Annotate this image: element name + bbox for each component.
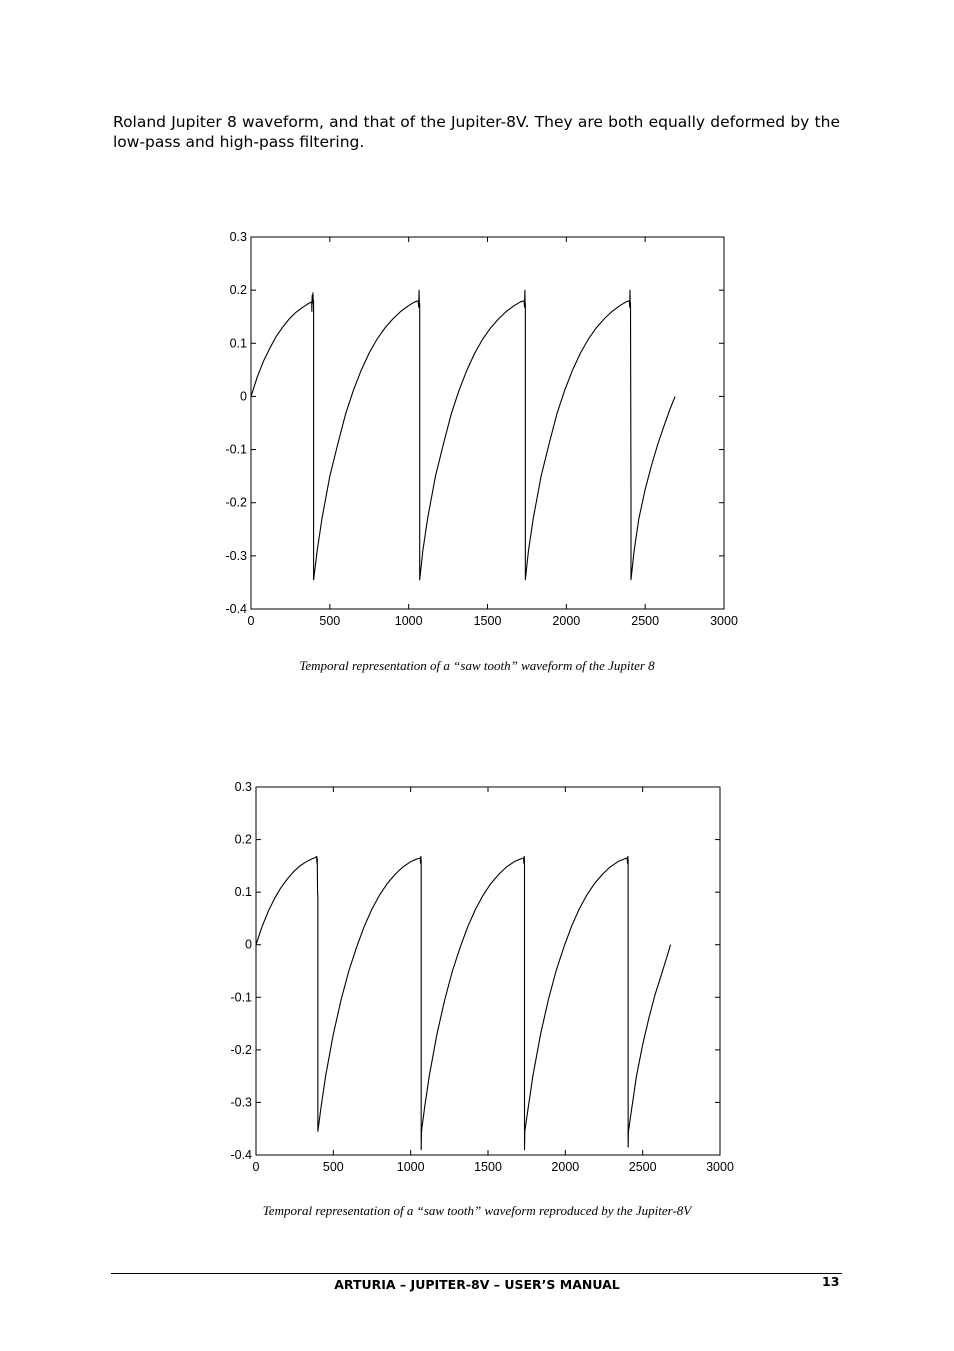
y-tick-label: 0.3: [230, 230, 247, 244]
y-tick-label: -0.4: [230, 1148, 252, 1162]
y-tick-label: -0.3: [230, 1095, 252, 1109]
x-tick-label: 500: [323, 1160, 344, 1174]
chart-jupiter-8v: 0 500 1000 1500 2000 2500 3000 0.3 0.2 0.1 0 -0.1 -0…: [230, 780, 734, 1174]
y-tick-label: 0: [245, 938, 252, 952]
y-tick-label: -0.4: [225, 602, 247, 616]
y-tick-label: 0.3: [235, 780, 252, 794]
x-tick-label: 0: [253, 1160, 260, 1174]
y-tick-label: -0.1: [230, 990, 252, 1004]
x-tick-label: 500: [319, 614, 340, 628]
x-tick-label: 3000: [710, 614, 738, 628]
caption-jupiter-8v: Temporal representation of a “saw tooth”…: [262, 1203, 692, 1218]
y-tick-label: -0.2: [225, 496, 247, 510]
y-tick-label: 0.1: [235, 885, 252, 899]
intro-paragraph: Roland Jupiter 8 waveform, and that of t…: [113, 113, 840, 151]
x-tick-label: 3000: [706, 1160, 734, 1174]
x-tick-label: 0: [248, 614, 255, 628]
y-tick-label: 0: [240, 389, 247, 403]
footer-rule: [111, 1273, 842, 1274]
page-number: 13: [822, 1274, 840, 1289]
plot-frame: [255, 786, 721, 1156]
y-tick-label: -0.3: [225, 549, 247, 563]
series-line: [255, 855, 672, 1151]
x-tick-label: 2500: [629, 1160, 657, 1174]
x-tick-label: 1500: [474, 614, 502, 628]
x-tick-label: 1000: [397, 1160, 425, 1174]
x-tick-label: 2000: [552, 614, 580, 628]
y-tick-label: 0.1: [230, 336, 247, 350]
caption-jupiter-8: Temporal representation of a “saw tooth”…: [299, 658, 655, 673]
x-tick-label: 2000: [551, 1160, 579, 1174]
y-tick-label: 0.2: [230, 283, 247, 297]
y-tick-label: -0.1: [225, 443, 247, 457]
series-line: [250, 289, 676, 581]
y-tick-label: -0.2: [230, 1043, 252, 1057]
x-tick-label: 1000: [395, 614, 423, 628]
y-tick-label: 0.2: [235, 833, 252, 847]
chart-jupiter-8: 0 500 1000 1500 2000 2500 3000 0.3 0.2 0.1 0 -0.1 -0…: [225, 230, 738, 628]
x-tick-label: 2500: [631, 614, 659, 628]
footer-title: ARTURIA – JUPITER-8V – USER’S MANUAL: [334, 1277, 620, 1292]
x-tick-label: 1500: [474, 1160, 502, 1174]
